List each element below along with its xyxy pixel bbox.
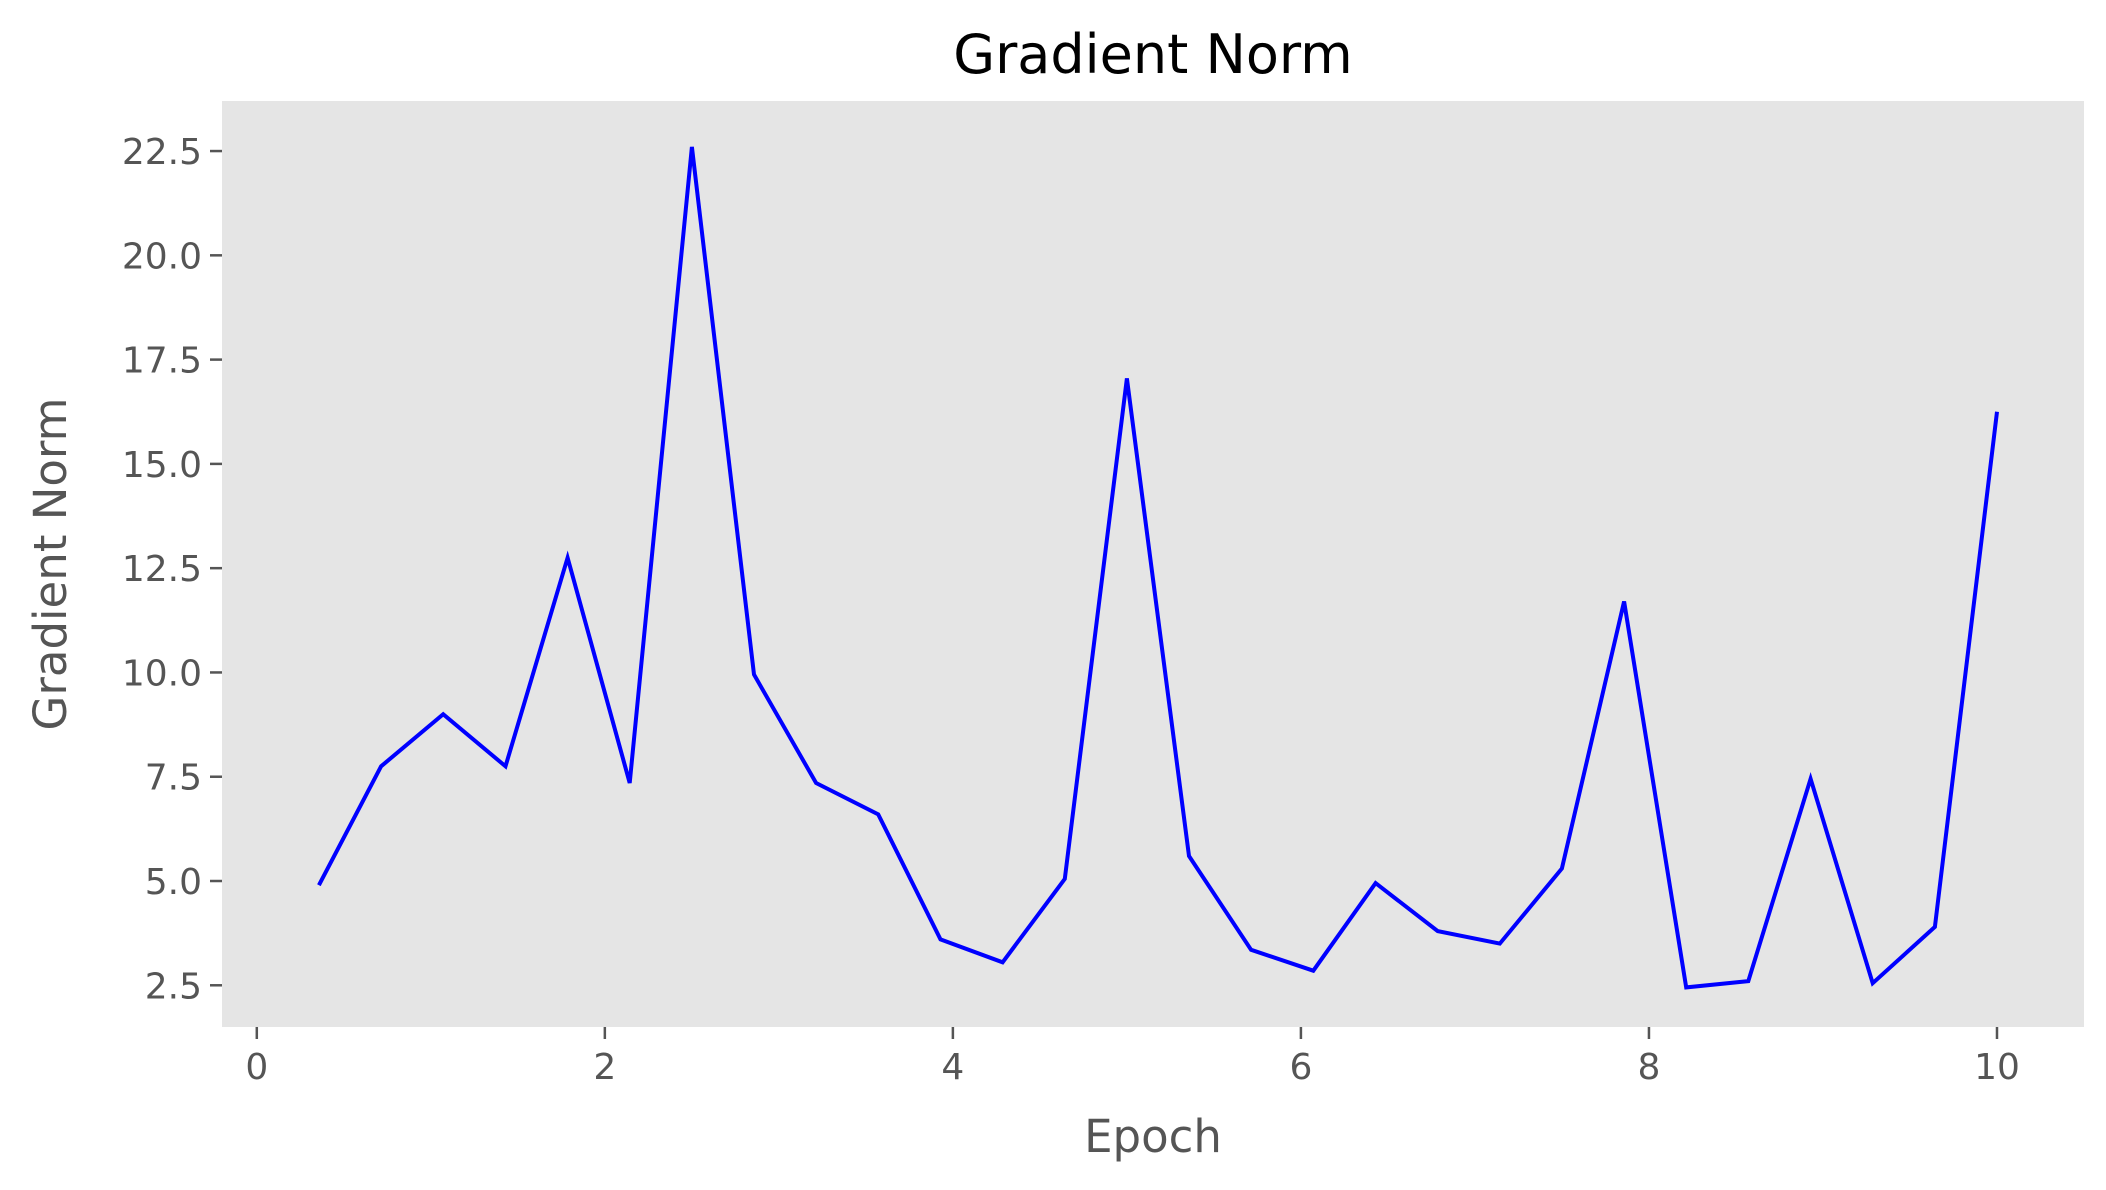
x-tick-label: 6 (1289, 1047, 1312, 1088)
y-axis: 2.5 5.0 7.5 10.0 12.5 15.0 17.5 20.0 22.5 (122, 132, 222, 1007)
y-tick-label: 15.0 (122, 445, 202, 486)
y-axis-label: Gradient Norm (24, 398, 77, 731)
y-tick-label: 5.0 (145, 862, 202, 903)
y-tick-label: 7.5 (145, 758, 202, 799)
x-tick-label: 2 (593, 1047, 616, 1088)
chart-title: Gradient Norm (953, 23, 1353, 86)
y-tick-label: 22.5 (122, 132, 202, 173)
x-axis-label: Epoch (1084, 1110, 1222, 1163)
series-layer (317, 146, 1999, 990)
x-tick-label: 8 (1638, 1047, 1661, 1088)
x-tick-label: 4 (941, 1047, 964, 1088)
y-tick-label: 20.0 (122, 236, 202, 277)
x-tick-label: 0 (245, 1047, 268, 1088)
y-tick-label: 17.5 (122, 341, 202, 382)
x-axis: 0 2 4 6 8 10 (245, 1027, 2020, 1088)
series-line (317, 146, 1999, 990)
x-tick-label: 10 (1974, 1047, 2020, 1088)
y-tick-label: 12.5 (122, 549, 202, 590)
y-tick-label: 2.5 (145, 966, 202, 1007)
y-tick-label: 10.0 (122, 653, 202, 694)
